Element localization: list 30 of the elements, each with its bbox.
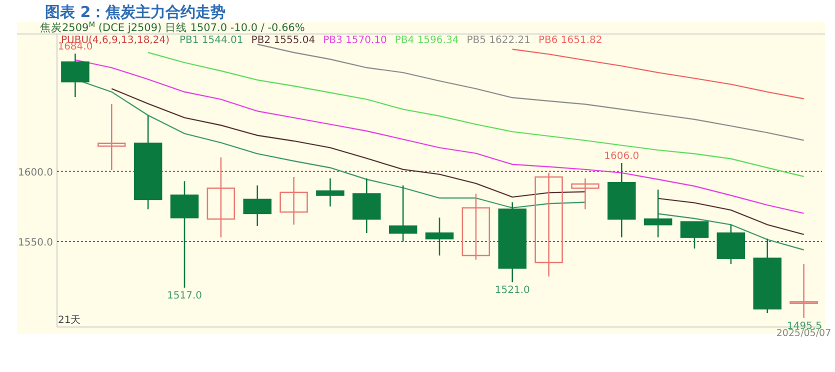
candlestick — [280, 176, 308, 226]
text: PB5 1622.21 — [466, 35, 530, 46]
line-series — [256, 44, 804, 141]
text: PB3 1570.10 — [323, 35, 387, 46]
line-series — [74, 59, 804, 214]
candlestick — [644, 188, 672, 238]
candlestick — [790, 263, 818, 319]
candlestick — [98, 103, 126, 171]
candlestick — [388, 184, 418, 242]
annotation: 1684.0 — [58, 42, 93, 53]
annotation: 1517.0 — [167, 290, 202, 302]
chart-subtitle: 焦炭2509$^{M}$ (DCE j2509) 日线 1507.0 -10.0 / -0.66% — [40, 20, 305, 34]
line-series — [147, 52, 804, 178]
line-series — [512, 48, 804, 100]
candlestick — [316, 178, 344, 208]
candlestick — [425, 217, 454, 256]
text: PB1 1544.01 — [180, 35, 244, 46]
chart-title: 图表 2：焦炭主力合约走势 — [45, 3, 226, 21]
series-label: PB6 1651.82 — [538, 35, 602, 46]
annotation: 1521.0 — [494, 285, 530, 296]
candlestick — [571, 178, 600, 210]
y-tick-label: 1600.0 — [18, 167, 53, 178]
candlestick — [534, 172, 563, 278]
annotation: 1606.0 — [604, 150, 640, 162]
y-tick-label: 1550.0 — [18, 237, 53, 248]
annotation: 21天 — [58, 315, 81, 326]
text: PB2 1555.04 — [251, 35, 316, 46]
candlestick — [206, 156, 236, 238]
candlestick — [462, 193, 490, 260]
text: PB4 1596.34 — [394, 35, 459, 46]
